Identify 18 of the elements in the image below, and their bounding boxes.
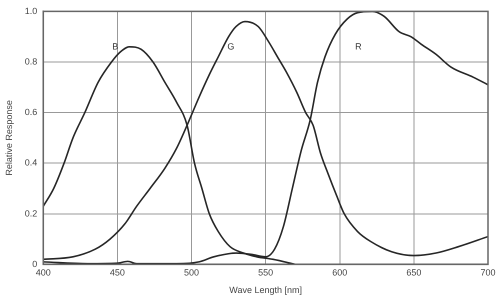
y-tick-label: 0.4	[24, 158, 38, 168]
x-tick-label: 650	[406, 267, 422, 278]
x-tick-label: 450	[110, 267, 125, 278]
y-tick-label: 0	[32, 258, 38, 269]
x-tick-label: 600	[332, 267, 348, 278]
y-tick-label: 1.0	[24, 6, 38, 16]
x-tick-label: 400	[36, 267, 51, 278]
x-tick-label: 700	[480, 267, 496, 278]
x-axis-title: Wave Length [nm]	[229, 285, 302, 296]
x-tick-label: 500	[184, 267, 200, 278]
y-axis-title: Relative Response	[4, 100, 14, 176]
y-tick-label: 0.8	[24, 56, 38, 66]
series-label: G	[227, 41, 234, 52]
y-tick-label: 0.2	[24, 208, 38, 218]
series-label: B	[112, 41, 118, 52]
x-tick-label: 550	[258, 267, 274, 278]
y-tick-label: 0.6	[24, 107, 38, 118]
text: R	[355, 41, 362, 52]
